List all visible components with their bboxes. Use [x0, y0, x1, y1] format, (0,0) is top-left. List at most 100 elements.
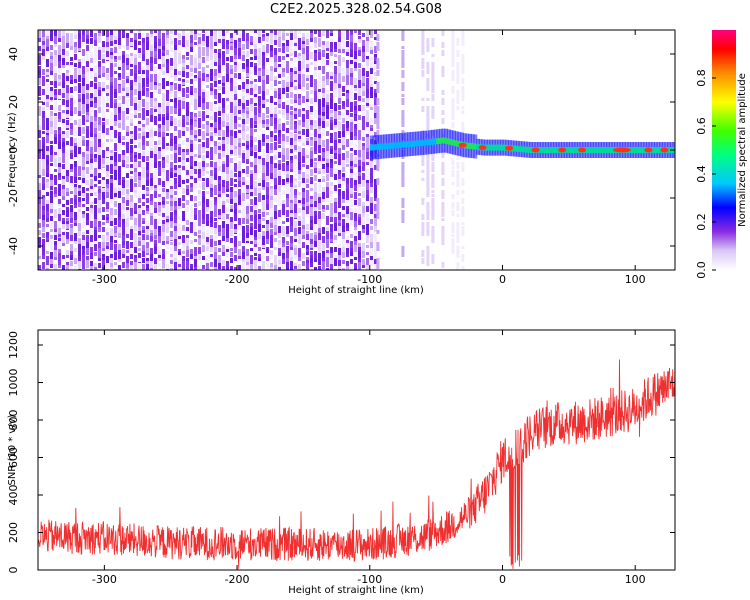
spectrogram-cell — [78, 111, 81, 116]
spectrogram-cell — [350, 169, 353, 174]
spectrogram-cell — [262, 212, 265, 217]
spectrogram-cell — [222, 164, 225, 174]
spectrogram-cell — [142, 54, 145, 64]
spectrogram-cell — [426, 222, 430, 226]
spectrogram-cell — [70, 33, 73, 41]
spectrogram-cell — [298, 74, 301, 84]
spectrogram-cell — [114, 30, 117, 38]
spectrogram-cell — [294, 30, 297, 37]
spectrogram-cell — [246, 225, 249, 235]
spectrogram-cell — [246, 150, 249, 160]
spectrogram-cell — [456, 190, 460, 195]
spectrogram-cell — [274, 163, 277, 171]
spectrogram-cell — [314, 162, 317, 170]
spectrogram-cell — [258, 106, 261, 115]
spectrogram-cell — [286, 113, 289, 120]
spectrogram-cell — [122, 262, 125, 268]
spectrogram-cell — [234, 197, 237, 208]
spectrogram-cell — [441, 30, 445, 36]
spectrogram-cell — [162, 172, 165, 181]
spectrogram-cell — [421, 254, 425, 257]
spectrogram-cell — [58, 134, 61, 145]
spectrogram-cell — [318, 80, 321, 91]
spectrogram-cell — [421, 170, 425, 173]
spectrogram-cell — [298, 139, 301, 142]
spectrogram-cell — [246, 194, 249, 199]
spectrogram-cell — [310, 244, 313, 248]
spectrogram-cell — [74, 212, 77, 221]
spectrogram-cell — [118, 113, 121, 122]
spectrogram-cell — [270, 96, 273, 103]
spectrogram-cell — [226, 268, 229, 270]
spectrogram-cell — [334, 217, 337, 224]
spectrogram-cell — [90, 179, 93, 189]
spectrogram-cell — [194, 259, 197, 267]
spectrogram-cell — [230, 192, 233, 200]
trace-core — [457, 140, 461, 147]
spectrogram-cell — [98, 193, 101, 200]
spectrogram-cell — [210, 188, 213, 193]
spectrogram-cell — [86, 161, 89, 164]
spectrogram-cell — [274, 80, 277, 86]
spectrogram-cell — [354, 268, 357, 270]
spectrogram-cell — [254, 215, 257, 223]
spectrogram-cell — [150, 30, 153, 36]
spectrogram-cell — [218, 137, 221, 140]
spectrogram-cell — [290, 33, 293, 40]
spectrogram-cell — [350, 161, 353, 170]
spectrogram-cell — [162, 33, 165, 39]
spectrogram-cell — [431, 154, 435, 161]
spectrogram-cell — [246, 51, 249, 57]
trace-hotspot — [458, 142, 467, 148]
spectrogram-cell — [94, 137, 97, 147]
trace-core — [526, 146, 530, 153]
spectrogram-cell — [222, 252, 225, 256]
spectrogram-cell — [222, 76, 225, 87]
spectrogram-cell — [266, 119, 269, 127]
spectrogram-cell — [366, 258, 369, 265]
spectrogram-cell — [142, 61, 145, 64]
spectrogram-cell — [242, 44, 245, 50]
spectrogram-cell — [262, 218, 265, 221]
spectrogram-cell — [78, 68, 81, 76]
spectrogram-cell — [138, 33, 141, 39]
trace-core — [608, 147, 612, 153]
spectrogram-cell — [370, 219, 373, 224]
spectrogram-cell — [456, 98, 460, 103]
spectrogram-cell — [278, 160, 281, 166]
spectrogram-cell — [461, 86, 465, 95]
spectrogram-cell — [250, 111, 253, 119]
spectrogram-cell — [322, 50, 325, 57]
spectrogram-cell — [222, 87, 225, 94]
spectrogram-cell — [326, 53, 329, 59]
spectrogram-cell — [370, 260, 373, 266]
spectrogram-cell — [286, 100, 289, 108]
spectrogram-cell — [374, 218, 377, 228]
spectrogram-cell — [254, 37, 257, 47]
spectrogram-cell — [290, 217, 293, 228]
spectrogram-cell — [154, 191, 157, 198]
spectrogram-cell — [322, 45, 325, 53]
spectrogram-cell — [246, 126, 249, 131]
spectrogram-cell — [242, 193, 245, 201]
spectrogram-cell — [262, 207, 265, 212]
spectrogram-cell — [38, 248, 41, 258]
spectrogram-cell — [62, 204, 65, 207]
trace-core — [555, 147, 559, 153]
spectrogram-cell — [278, 267, 281, 270]
spectrogram-cell — [82, 157, 85, 167]
spectrogram-cell — [218, 225, 221, 232]
spectrogram-cell — [50, 180, 53, 191]
trace-core — [584, 147, 588, 153]
spectrogram-cell — [426, 210, 430, 214]
spectrogram-cell — [130, 168, 133, 171]
spectrogram-cell — [114, 180, 117, 188]
spectrogram-cell — [166, 133, 169, 136]
spectrogram-cell — [166, 106, 169, 117]
spectrogram-cell — [238, 168, 241, 171]
spectrogram-cell — [282, 237, 285, 248]
spectrogram-cell — [354, 263, 357, 270]
spectrogram-cell — [198, 118, 201, 128]
spectrogram-cell — [214, 154, 217, 164]
spectrogram-cell — [401, 30, 405, 37]
